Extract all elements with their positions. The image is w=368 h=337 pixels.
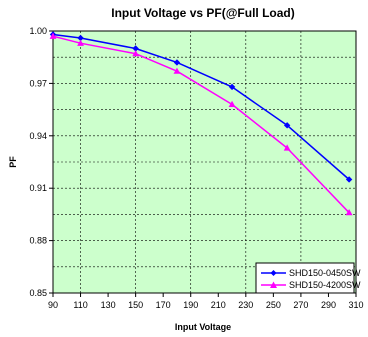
series-layer xyxy=(49,31,353,216)
legend-marker-series-2 xyxy=(270,281,277,288)
data-point-marker xyxy=(283,122,291,129)
x-tick-label: 270 xyxy=(293,300,308,310)
x-tick-label: 290 xyxy=(321,300,336,310)
x-tick-label: 110 xyxy=(73,300,87,310)
data-point-marker xyxy=(132,45,139,52)
x-tick-label: 150 xyxy=(128,300,143,310)
y-axis-ticks: 0.85 0.88 0.91 0.94 0.97 1.00 xyxy=(29,26,53,298)
y-tick-label: 1.00 xyxy=(29,26,47,36)
data-point-marker xyxy=(77,39,84,46)
y-tick-label: 0.88 xyxy=(29,236,47,246)
x-axis-label: Input Voltage xyxy=(175,322,231,332)
x-tick-label: 210 xyxy=(211,300,226,310)
y-axis-label: PF xyxy=(8,156,18,168)
legend: SHD150-0450SW SHD150-4200SW xyxy=(255,262,361,294)
legend-label-series-1: SHD150-0450SW xyxy=(289,268,361,278)
legend-label-series-2: SHD150-4200SW xyxy=(289,280,361,290)
data-point-marker xyxy=(132,50,140,57)
legend-marker-series-1 xyxy=(270,270,277,276)
x-tick-label: 170 xyxy=(156,300,171,310)
x-tick-label: 230 xyxy=(238,300,253,310)
data-point-marker xyxy=(228,100,236,107)
y-tick-label: 0.85 xyxy=(29,288,47,298)
data-point-marker xyxy=(228,83,236,91)
data-point-marker xyxy=(345,209,353,216)
data-point-marker xyxy=(173,67,181,74)
x-tick-label: 90 xyxy=(48,300,58,310)
y-tick-label: 0.91 xyxy=(29,183,47,193)
x-axis-ticks: 90 110 130 150 170 190 210 230 250 270 290 310 xyxy=(48,293,364,310)
y-tick-label: 0.94 xyxy=(29,131,47,141)
x-tick-label: 310 xyxy=(348,300,363,310)
series-2 xyxy=(49,32,353,216)
data-point-marker xyxy=(49,32,57,39)
data-point-marker xyxy=(173,59,181,66)
series-1 xyxy=(49,31,353,183)
x-tick-label: 130 xyxy=(101,300,116,310)
chart-title: Input Voltage vs PF(@Full Load) xyxy=(111,6,294,20)
x-tick-label: 250 xyxy=(266,300,281,310)
y-tick-label: 0.97 xyxy=(29,78,47,88)
data-point-marker xyxy=(77,34,84,42)
data-point-marker xyxy=(345,176,353,183)
data-point-marker xyxy=(283,144,291,151)
x-tick-label: 190 xyxy=(183,300,198,310)
